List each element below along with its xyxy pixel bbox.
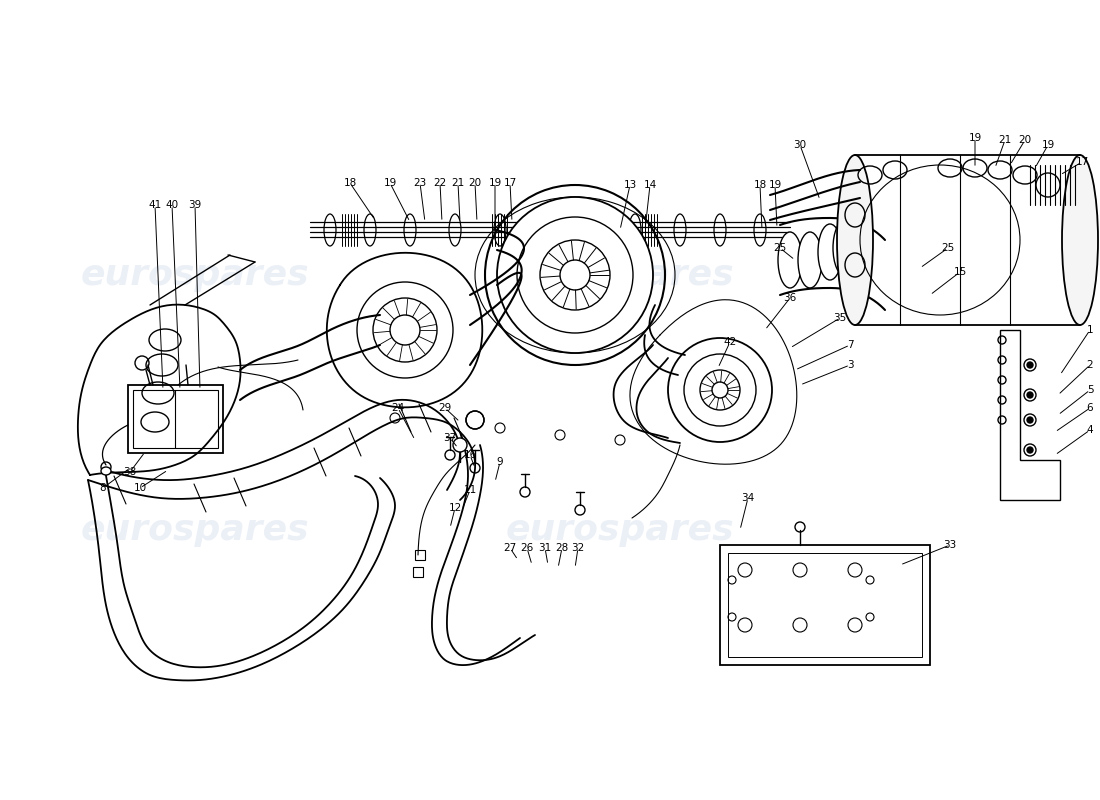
Text: 39: 39	[188, 200, 201, 210]
Text: 37: 37	[443, 433, 456, 443]
Ellipse shape	[833, 220, 857, 276]
Circle shape	[466, 411, 484, 429]
Text: 36: 36	[783, 293, 796, 303]
Circle shape	[1027, 417, 1033, 423]
Text: 24: 24	[392, 403, 405, 413]
Text: 14: 14	[644, 180, 657, 190]
Ellipse shape	[148, 329, 182, 351]
Ellipse shape	[818, 224, 842, 280]
Bar	[728, 553, 922, 657]
Text: 16: 16	[463, 450, 476, 460]
Text: 19: 19	[1042, 140, 1055, 150]
Text: 5: 5	[1087, 385, 1093, 395]
Text: 17: 17	[504, 178, 517, 188]
Text: 29: 29	[439, 403, 452, 413]
Circle shape	[1027, 447, 1033, 453]
Ellipse shape	[778, 232, 802, 288]
Text: 26: 26	[520, 543, 534, 553]
Text: 27: 27	[504, 543, 517, 553]
Text: 21: 21	[451, 178, 464, 188]
Text: 10: 10	[133, 483, 146, 493]
Text: 8: 8	[100, 483, 107, 493]
Ellipse shape	[141, 412, 169, 432]
Ellipse shape	[837, 155, 873, 325]
Text: 19: 19	[968, 133, 981, 143]
Text: 12: 12	[449, 503, 462, 513]
Ellipse shape	[1062, 155, 1098, 325]
Text: 20: 20	[1019, 135, 1032, 145]
Circle shape	[1027, 362, 1033, 368]
Bar	[720, 545, 930, 665]
Text: 17: 17	[1076, 157, 1089, 167]
Text: 42: 42	[724, 337, 737, 347]
Text: 19: 19	[384, 178, 397, 188]
Text: 40: 40	[165, 200, 178, 210]
Text: 38: 38	[123, 467, 136, 477]
Text: 19: 19	[488, 178, 502, 188]
Bar	[412, 567, 424, 577]
Text: 25: 25	[773, 243, 786, 253]
Text: 2: 2	[1087, 360, 1093, 370]
Text: 21: 21	[999, 135, 1012, 145]
Text: 18: 18	[754, 180, 767, 190]
Text: eurospares: eurospares	[80, 258, 309, 292]
Text: 13: 13	[624, 180, 637, 190]
Text: 7: 7	[847, 340, 854, 350]
Bar	[133, 390, 218, 448]
Circle shape	[453, 438, 468, 452]
Text: 3: 3	[847, 360, 854, 370]
Ellipse shape	[142, 382, 174, 404]
Text: 32: 32	[571, 543, 584, 553]
Circle shape	[497, 197, 653, 353]
Text: 41: 41	[148, 200, 162, 210]
Bar	[128, 385, 223, 453]
Text: 33: 33	[944, 540, 957, 550]
Text: 25: 25	[942, 243, 955, 253]
Text: 9: 9	[497, 457, 504, 467]
Text: 19: 19	[769, 180, 782, 190]
Text: eurospares: eurospares	[506, 258, 735, 292]
Text: 20: 20	[469, 178, 482, 188]
Circle shape	[668, 338, 772, 442]
Text: 28: 28	[556, 543, 569, 553]
Bar	[415, 550, 425, 560]
Text: 1: 1	[1087, 325, 1093, 335]
Text: 35: 35	[834, 313, 847, 323]
Text: 22: 22	[433, 178, 447, 188]
Circle shape	[1027, 392, 1033, 398]
Text: 4: 4	[1087, 425, 1093, 435]
Ellipse shape	[101, 467, 111, 475]
Text: 15: 15	[954, 267, 967, 277]
Text: eurospares: eurospares	[80, 513, 309, 547]
Text: 11: 11	[463, 485, 476, 495]
Text: 31: 31	[538, 543, 551, 553]
Text: 18: 18	[343, 178, 356, 188]
Text: 30: 30	[793, 140, 806, 150]
Ellipse shape	[146, 354, 178, 376]
Text: 23: 23	[414, 178, 427, 188]
Ellipse shape	[798, 232, 822, 288]
Text: eurospares: eurospares	[506, 513, 735, 547]
Text: 34: 34	[741, 493, 755, 503]
Text: 6: 6	[1087, 403, 1093, 413]
